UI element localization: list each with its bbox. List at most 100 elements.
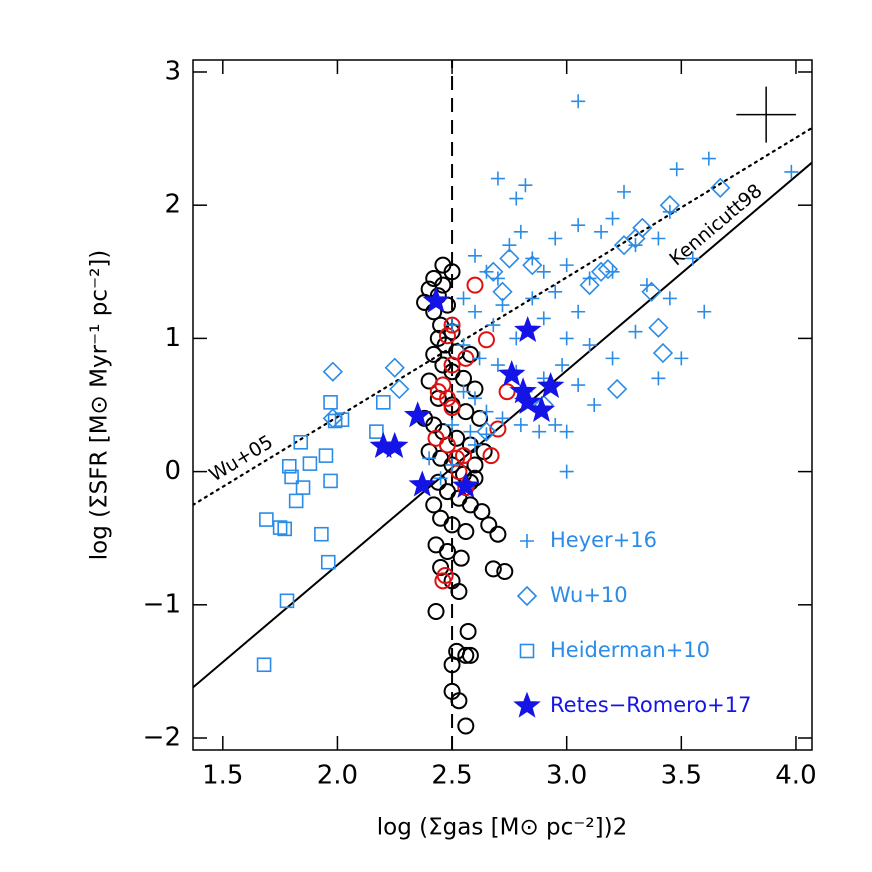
circle-marker <box>438 327 456 345</box>
plus-marker <box>513 417 528 432</box>
plus-marker <box>548 231 563 246</box>
star-marker <box>497 359 526 387</box>
square-marker <box>281 458 297 474</box>
plus-marker <box>548 284 563 299</box>
diamond-marker <box>641 281 662 302</box>
circle-marker <box>452 549 470 567</box>
circle-marker <box>425 345 443 363</box>
plus-marker <box>479 264 494 279</box>
plus-marker <box>495 411 510 426</box>
plus-marker <box>571 94 586 109</box>
y-tick-label: −2 <box>143 723 181 753</box>
circle-marker <box>473 503 491 521</box>
circle-marker <box>450 582 468 600</box>
plus-marker <box>662 291 677 306</box>
plus-marker <box>536 264 551 279</box>
square-marker <box>334 412 350 427</box>
plus-marker <box>605 264 620 279</box>
square-marker <box>256 657 272 673</box>
star-marker <box>381 431 409 458</box>
plus-marker <box>479 427 494 442</box>
star-marker <box>527 395 556 422</box>
x-tick-label: 3.0 <box>546 761 587 791</box>
y-tick-label: 0 <box>164 456 181 486</box>
circle-marker <box>443 656 461 674</box>
plus-marker <box>559 424 574 439</box>
square-marker <box>272 520 288 535</box>
plus-marker <box>571 378 586 393</box>
circle-marker <box>482 447 500 465</box>
plus-marker <box>651 371 666 386</box>
circle-marker <box>457 717 475 735</box>
square-marker <box>284 469 299 485</box>
plus-marker <box>456 338 471 353</box>
legend-marker <box>516 585 538 607</box>
circle-marker <box>457 646 475 664</box>
x-tick-label: 1.5 <box>202 761 243 791</box>
circle-marker <box>425 496 443 514</box>
circle-marker <box>489 525 507 543</box>
square-marker <box>259 512 274 527</box>
square-marker <box>277 521 293 537</box>
diamond-marker <box>648 317 669 338</box>
plus-marker <box>651 231 666 246</box>
plus-marker <box>697 304 712 319</box>
circle-marker <box>434 572 452 590</box>
plus-marker <box>513 224 528 239</box>
plus-marker <box>582 271 597 286</box>
plus-marker <box>479 404 494 419</box>
plus-marker <box>548 417 563 432</box>
plus-marker <box>467 304 482 319</box>
legend-label: Wu+10 <box>550 583 628 607</box>
plus-marker <box>536 311 551 326</box>
legend-marker <box>520 534 534 548</box>
circle-marker <box>443 399 461 417</box>
plus-marker <box>433 471 448 486</box>
y-tick-label: −1 <box>143 589 181 619</box>
diamond-marker <box>483 261 504 282</box>
y-tick-label: 2 <box>164 190 181 220</box>
plus-marker <box>525 251 540 266</box>
legend-label: Heiderman+10 <box>550 638 710 662</box>
circle-marker <box>484 560 502 578</box>
circle-marker <box>438 436 456 454</box>
star-marker <box>514 387 542 415</box>
circle-marker <box>455 447 473 465</box>
plus-marker <box>662 204 677 219</box>
circle-marker <box>450 692 468 710</box>
plus-marker <box>571 218 586 233</box>
plot-area <box>193 60 812 750</box>
y-tick-label: 3 <box>164 56 181 86</box>
circle-marker <box>489 420 507 438</box>
square-marker <box>314 526 329 542</box>
plus-marker <box>456 384 471 399</box>
circle-marker <box>466 276 484 294</box>
star-marker <box>408 470 436 497</box>
diamond-marker <box>389 378 410 400</box>
diamond-marker <box>652 342 674 364</box>
circle-marker <box>496 563 514 581</box>
circle-marker <box>498 383 516 401</box>
plus-marker <box>445 318 460 333</box>
circle-marker <box>466 456 484 474</box>
circle-marker <box>438 543 456 561</box>
star-marker <box>422 286 450 313</box>
diamond-marker <box>499 248 520 269</box>
diamond-marker <box>632 217 653 238</box>
circle-marker <box>443 263 461 281</box>
square-marker <box>295 480 311 495</box>
legend-marker <box>513 691 541 718</box>
plus-marker <box>685 251 700 266</box>
star-marker <box>536 371 565 399</box>
plus-marker <box>467 248 482 263</box>
plus-marker <box>445 417 460 432</box>
diamond-marker <box>606 378 628 400</box>
circle-marker <box>443 316 461 334</box>
plus-marker <box>628 324 643 339</box>
plus-marker <box>532 424 547 439</box>
legend-marker <box>519 643 535 659</box>
plus-marker <box>518 178 533 193</box>
plus-marker <box>486 318 501 333</box>
square-marker <box>323 473 338 489</box>
plus-marker <box>490 171 505 186</box>
